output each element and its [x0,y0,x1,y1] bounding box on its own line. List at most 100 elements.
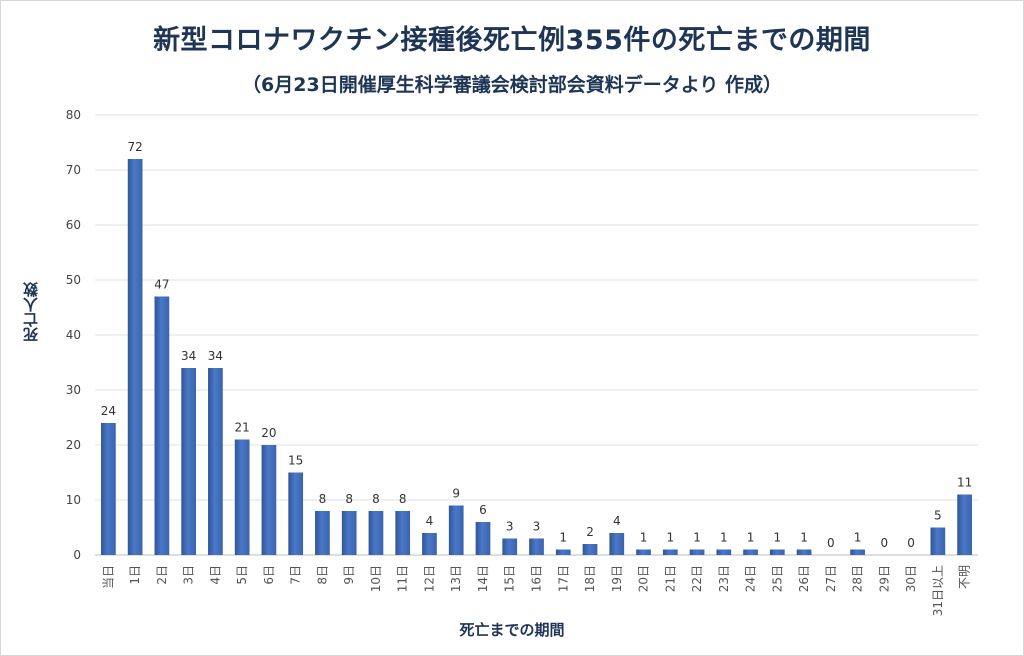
x-tick-label: 4日 [208,565,222,585]
data-label: 1 [773,531,781,545]
x-tick-label: 14日 [476,565,490,592]
bar [422,533,437,555]
data-label: 20 [261,426,276,440]
x-tick-label: 16日 [530,565,544,592]
x-tick-label: 15日 [503,565,517,592]
bar [957,494,972,555]
x-tick-label: 2日 [155,565,169,585]
bar [101,423,116,555]
data-label: 15 [288,454,303,468]
bar [288,472,304,555]
bar [234,439,250,555]
data-label: 34 [181,349,196,363]
x-tick-label: 25日 [770,565,784,592]
bar [368,511,384,555]
y-tick-label: 80 [66,108,81,122]
data-label: 1 [693,531,701,545]
bar [743,549,758,555]
x-tick-label: 27日 [824,565,838,592]
bar [502,538,518,555]
y-tick-label: 40 [66,328,81,342]
bar [850,549,865,555]
chart-title: 新型コロナワクチン接種後死亡例355件の死亡までの期間 [153,25,871,56]
x-tick-label: 12日 [422,565,436,592]
data-label: 4 [613,514,621,528]
y-tick-label: 60 [66,218,81,232]
data-label: 21 [235,421,250,435]
data-label: 34 [208,349,223,363]
y-tick-label: 0 [73,548,81,562]
x-tick-label: 当日 [101,565,115,589]
bar [582,544,598,555]
x-tick-label: 11日 [396,565,410,592]
x-tick-label: 1日 [128,565,142,585]
x-tick-label: 13日 [449,565,463,592]
data-label: 8 [399,492,407,506]
data-label: 11 [957,476,972,490]
x-tick-label: 8日 [315,565,329,585]
x-tick-label: 29日 [877,565,891,592]
bar [769,549,785,555]
data-label: 2 [586,525,594,539]
x-tick-label: 17日 [556,565,570,592]
data-label: 1 [720,531,728,545]
bar [796,549,812,555]
x-tick-label: 21日 [663,565,677,592]
bar [315,511,330,555]
bar [395,511,411,555]
y-tick-label: 70 [66,163,81,177]
data-label: 1 [800,531,808,545]
data-label: 8 [319,492,327,506]
bar [208,368,223,555]
bar [689,549,705,555]
bar [662,549,678,555]
data-label: 0 [907,536,915,550]
bar [930,527,946,555]
data-label: 1 [747,531,755,545]
bar [341,511,357,555]
x-tick-label: 7日 [289,565,303,585]
data-label: 72 [127,140,142,154]
x-tick-label: 26日 [797,565,811,592]
data-label: 1 [854,531,862,545]
gridlines [95,114,978,556]
x-ticks: 当日 1日 2日 3日 4日 5日 6日 7日 8日 9日 10日 11日 12日 13日 14日 15日 16… [101,565,971,616]
bar [555,549,571,555]
x-tick-label: 6日 [262,565,276,585]
data-label: 6 [479,503,487,517]
data-label: 24 [101,404,116,418]
x-tick-label: 22日 [690,565,704,592]
data-label: 8 [345,492,353,506]
x-tick-label: 9日 [342,565,356,585]
x-tick-label: 5日 [235,565,249,585]
bar [475,522,491,555]
x-tick-label: 30日 [904,565,918,592]
bar [716,549,732,555]
y-tick-label: 20 [66,438,81,452]
bar [609,533,625,555]
x-tick-label: 31日以上 [931,565,945,616]
y-tick-label: 50 [66,273,81,287]
y-tick-label: 30 [66,383,81,397]
x-tick-label: 18日 [583,565,597,592]
data-label: 47 [154,278,169,292]
data-label: 1 [666,531,674,545]
data-label: 9 [452,487,460,501]
x-tick-label: 24日 [744,565,758,592]
bar [448,505,464,555]
data-label: 1 [640,531,648,545]
y-ticks: 0 10 20 30 40 50 60 70 80 [66,108,81,562]
bar [636,549,651,555]
x-tick-label: 20日 [637,565,651,592]
x-tick-label: 10日 [369,565,383,592]
data-label: 3 [506,520,514,534]
data-label: 5 [934,509,942,523]
data-label: 4 [426,514,434,528]
bar [261,445,277,555]
data-label: 3 [533,520,541,534]
bar [154,296,170,555]
data-label: 8 [372,492,380,506]
x-tick-label: 3日 [182,565,196,585]
data-label: 0 [827,536,835,550]
